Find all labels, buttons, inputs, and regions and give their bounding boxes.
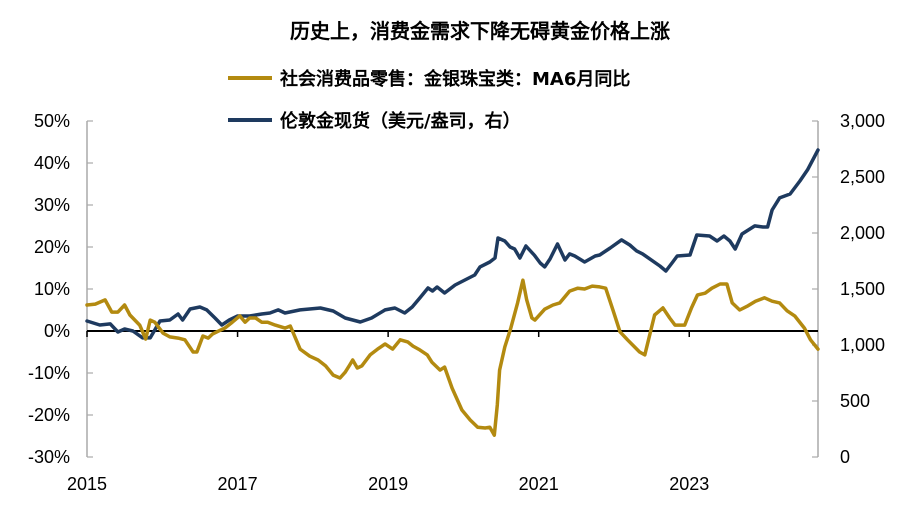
left-tick-label: 50% bbox=[34, 111, 70, 131]
x-tick-label: 2017 bbox=[218, 474, 258, 494]
chart-title: 历史上，消费金需求下降无碍黄金价格上涨 bbox=[290, 19, 670, 43]
left-tick-label: 20% bbox=[34, 237, 70, 257]
x-tick-label: 2023 bbox=[669, 474, 709, 494]
right-tick-label: 2,500 bbox=[840, 167, 885, 187]
legend-label-retail: 社会消费品零售：金银珠宝类：MA6月同比 bbox=[280, 68, 630, 90]
left-tick-label: 0% bbox=[44, 321, 70, 341]
right-tick-label: 2,000 bbox=[840, 223, 885, 243]
left-tick-label: -20% bbox=[28, 405, 70, 425]
right-tick-label: 1,500 bbox=[840, 279, 885, 299]
legend-label-gold: 伦敦金现货（美元/盎司，右） bbox=[280, 110, 521, 132]
left-tick-label: 40% bbox=[34, 153, 70, 173]
gold-price-series-line bbox=[85, 148, 820, 340]
right-tick-label: 500 bbox=[840, 391, 870, 411]
left-tick-label: -10% bbox=[28, 363, 70, 383]
right-tick-label: 1,000 bbox=[840, 335, 885, 355]
retail-series-line bbox=[85, 278, 820, 437]
x-tick-label: 2015 bbox=[67, 474, 107, 494]
legend: 社会消费品零售：金银珠宝类：MA6月同比 伦敦金现货（美元/盎司，右） bbox=[228, 68, 630, 132]
series-lines bbox=[85, 148, 820, 437]
right-tick-label: 3,000 bbox=[840, 111, 885, 131]
right-tick-label: 0 bbox=[840, 447, 850, 467]
left-tick-label: 10% bbox=[34, 279, 70, 299]
axes: 50% 40% 30% 20% 10% 0% -10% -20% -30% 3,000 2,500 2… bbox=[28, 111, 885, 494]
left-tick-label: -30% bbox=[28, 447, 70, 467]
x-tick-label: 2021 bbox=[519, 474, 559, 494]
left-tick-label: 30% bbox=[34, 195, 70, 215]
x-tick-label: 2019 bbox=[368, 474, 408, 494]
